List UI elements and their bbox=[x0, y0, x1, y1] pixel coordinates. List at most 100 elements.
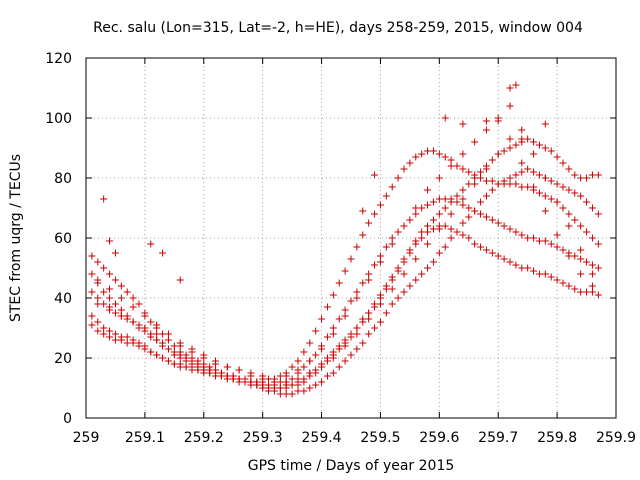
data-point bbox=[565, 210, 573, 218]
data-point bbox=[306, 384, 314, 392]
data-point bbox=[323, 333, 331, 341]
data-point bbox=[153, 330, 161, 338]
data-point bbox=[535, 237, 543, 245]
data-point bbox=[506, 174, 514, 182]
data-point bbox=[335, 315, 343, 323]
data-point bbox=[571, 216, 579, 224]
data-point bbox=[412, 276, 420, 284]
data-point bbox=[312, 351, 320, 359]
data-point bbox=[494, 150, 502, 158]
data-point bbox=[406, 282, 414, 290]
data-point bbox=[111, 300, 119, 308]
data-point bbox=[359, 207, 367, 215]
data-point bbox=[288, 381, 296, 389]
data-point bbox=[471, 240, 479, 248]
data-point bbox=[465, 234, 473, 242]
data-point bbox=[382, 243, 390, 251]
data-point bbox=[270, 378, 278, 386]
data-point bbox=[518, 264, 526, 272]
data-point bbox=[541, 144, 549, 152]
data-point bbox=[418, 204, 426, 212]
data-point bbox=[530, 234, 538, 242]
data-point bbox=[571, 285, 579, 293]
x-tick-label: 259.4 bbox=[302, 430, 342, 446]
data-point bbox=[123, 288, 131, 296]
data-point bbox=[347, 351, 355, 359]
data-point bbox=[94, 276, 102, 284]
data-point bbox=[494, 117, 502, 125]
data-point bbox=[424, 240, 432, 248]
data-point bbox=[459, 165, 467, 173]
data-point bbox=[388, 300, 396, 308]
data-point bbox=[547, 195, 555, 203]
data-point bbox=[406, 216, 414, 224]
data-point bbox=[388, 183, 396, 191]
data-point bbox=[553, 180, 561, 188]
data-point bbox=[182, 357, 190, 365]
data-point bbox=[335, 279, 343, 287]
data-point bbox=[88, 288, 96, 296]
data-point bbox=[365, 219, 373, 227]
data-point bbox=[106, 333, 114, 341]
data-point bbox=[371, 261, 379, 269]
data-point bbox=[588, 234, 596, 242]
data-point bbox=[541, 120, 549, 128]
data-point bbox=[518, 126, 526, 134]
data-point bbox=[247, 372, 255, 380]
data-point bbox=[235, 366, 243, 374]
data-point bbox=[429, 198, 437, 206]
data-point bbox=[500, 147, 508, 155]
data-point bbox=[341, 267, 349, 275]
data-point bbox=[306, 339, 314, 347]
data-point bbox=[329, 369, 337, 377]
data-point bbox=[212, 369, 220, 377]
data-point bbox=[400, 222, 408, 230]
data-point bbox=[376, 201, 384, 209]
data-point bbox=[259, 375, 267, 383]
data-point bbox=[382, 309, 390, 317]
data-point bbox=[459, 219, 467, 227]
x-tick-label: 259.2 bbox=[184, 430, 224, 446]
data-point bbox=[412, 153, 420, 161]
data-point bbox=[100, 300, 108, 308]
data-point bbox=[153, 336, 161, 344]
data-point bbox=[353, 345, 361, 353]
data-point bbox=[376, 300, 384, 308]
data-point bbox=[300, 363, 308, 371]
data-point bbox=[477, 243, 485, 251]
data-point bbox=[294, 366, 302, 374]
data-point bbox=[441, 195, 449, 203]
x-tick-label: 259.5 bbox=[360, 430, 400, 446]
data-point bbox=[512, 141, 520, 149]
data-point bbox=[288, 375, 296, 383]
data-point bbox=[424, 264, 432, 272]
data-point bbox=[147, 240, 155, 248]
data-point bbox=[300, 378, 308, 386]
data-point bbox=[359, 279, 367, 287]
data-point bbox=[117, 294, 125, 302]
data-point bbox=[323, 372, 331, 380]
data-point bbox=[494, 180, 502, 188]
data-point bbox=[441, 204, 449, 212]
data-point bbox=[106, 294, 114, 302]
data-point bbox=[541, 192, 549, 200]
data-point bbox=[353, 288, 361, 296]
data-point bbox=[565, 252, 573, 260]
data-point bbox=[424, 147, 432, 155]
data-point bbox=[318, 378, 326, 386]
data-point bbox=[530, 183, 538, 191]
data-point bbox=[359, 339, 367, 347]
data-point bbox=[447, 198, 455, 206]
y-tick-labels: 0 20 40 60 80 100 120 bbox=[45, 51, 72, 427]
data-point bbox=[530, 138, 538, 146]
data-point bbox=[512, 81, 520, 89]
data-point bbox=[588, 171, 596, 179]
data-point bbox=[135, 342, 143, 350]
data-point bbox=[159, 330, 167, 338]
data-point bbox=[488, 186, 496, 194]
data-point bbox=[270, 387, 278, 395]
x-tick-label: 259.7 bbox=[478, 430, 518, 446]
data-point bbox=[482, 165, 490, 173]
data-point bbox=[359, 318, 367, 326]
data-point bbox=[477, 198, 485, 206]
